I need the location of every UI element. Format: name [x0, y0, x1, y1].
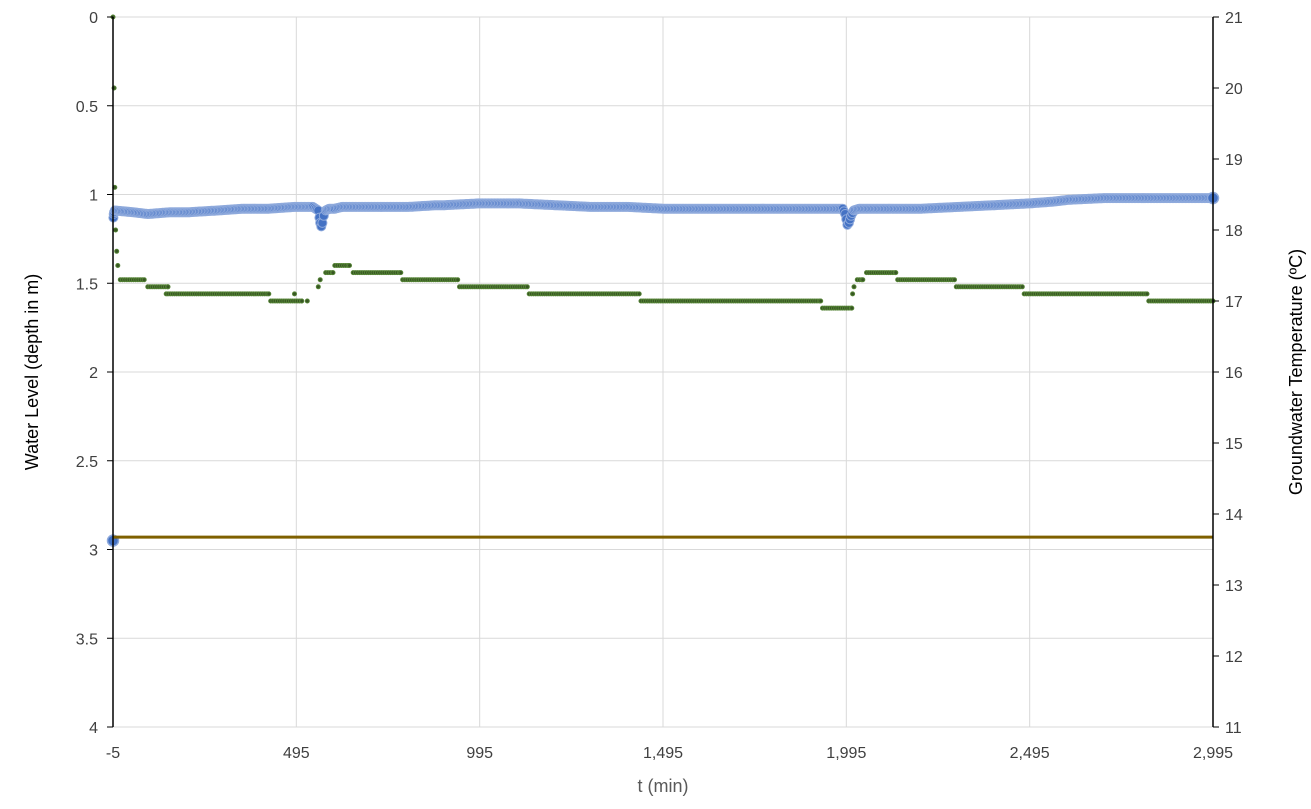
- data-point: [524, 284, 530, 290]
- gridlines: [112, 16, 1214, 728]
- y-axis-left-title: Water Level (depth in m): [22, 274, 42, 470]
- y-right-tick-label: 17: [1225, 294, 1243, 311]
- data-point: [315, 284, 321, 290]
- data-point: [893, 270, 899, 276]
- y-left-tick-label: 0: [89, 10, 98, 27]
- data-point: [330, 270, 336, 276]
- data-point: [952, 277, 957, 283]
- x-tick-label: 995: [466, 745, 493, 762]
- y-right-tick-label: 14: [1225, 507, 1243, 524]
- data-point: [266, 291, 272, 297]
- series-layer: [106, 14, 1220, 547]
- y-left-tick-label: 3: [89, 543, 98, 560]
- y-left-tick-label: 1: [89, 188, 98, 205]
- data-point: [292, 291, 297, 297]
- x-tick-label: 2,495: [1010, 745, 1050, 762]
- data-point: [851, 284, 857, 290]
- y-axis-right-title: Groundwater Temperature (ºC): [1286, 249, 1306, 495]
- data-point: [114, 248, 120, 254]
- y-right-tick-label: 21: [1225, 10, 1243, 27]
- y-right-tick-label: 15: [1225, 436, 1243, 453]
- data-point: [317, 277, 323, 283]
- x-axis-title: t (min): [638, 776, 689, 796]
- y-right-tick-label: 19: [1225, 152, 1243, 169]
- axes: [107, 16, 1219, 728]
- series-0: [106, 191, 1220, 547]
- data-point: [141, 277, 147, 283]
- y-right-tick-label: 18: [1225, 223, 1243, 240]
- x-tick-label: 2,995: [1193, 745, 1233, 762]
- data-point: [636, 291, 642, 297]
- data-point: [113, 227, 119, 233]
- y-right-tick-label: 12: [1225, 649, 1243, 666]
- x-tick-label: 1,995: [826, 745, 866, 762]
- y-right-tick-label: 20: [1225, 81, 1243, 98]
- x-tick-label: 1,495: [643, 745, 683, 762]
- data-point: [1019, 284, 1025, 290]
- x-tick-label: 495: [283, 745, 310, 762]
- y-right-tick-label: 13: [1225, 578, 1243, 595]
- data-point: [299, 298, 305, 304]
- y-left-tick-label: 1.5: [76, 276, 98, 293]
- y-left-tick-label: 3.5: [76, 631, 98, 648]
- data-point: [455, 277, 461, 283]
- data-point: [1144, 291, 1150, 297]
- y-right-tick-label: 11: [1225, 720, 1242, 737]
- data-point: [398, 270, 404, 276]
- y-left-tick-label: 2: [89, 365, 98, 382]
- series-1: [110, 14, 1216, 311]
- data-point: [165, 284, 171, 290]
- y-right-tick-label: 16: [1225, 365, 1243, 382]
- x-tick-label: -5: [106, 745, 120, 762]
- y-left-tick-label: 4: [89, 720, 98, 737]
- tick-labels: 0 0.5 1 1.5 2 2.5 3 3.5 4 11 12 13 14 15 16 17 18 19 20 21 -…: [76, 10, 1243, 762]
- data-point: [818, 298, 824, 304]
- data-point: [849, 305, 855, 311]
- data-point: [347, 263, 352, 268]
- data-point: [304, 298, 310, 304]
- data-point: [860, 277, 866, 283]
- y-left-tick-label: 2.5: [76, 454, 98, 471]
- data-point: [850, 291, 856, 297]
- y-left-tick-label: 0.5: [76, 99, 98, 116]
- data-point: [115, 263, 121, 268]
